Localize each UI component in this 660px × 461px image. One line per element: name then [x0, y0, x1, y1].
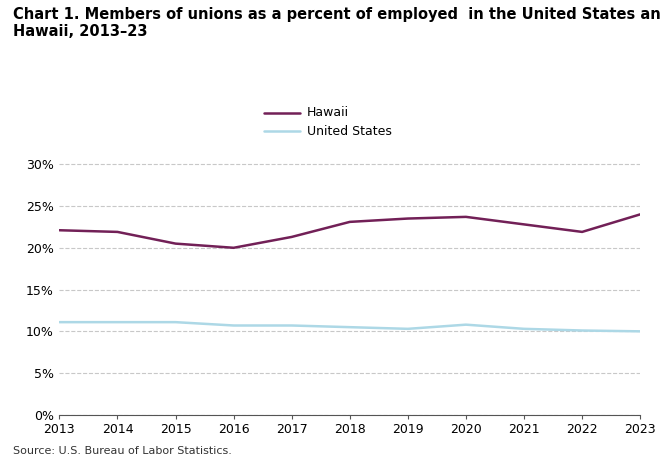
United States: [172, 319, 180, 325]
United States: [288, 323, 296, 328]
Hawaii: [172, 241, 180, 246]
Text: Source: U.S. Bureau of Labor Statistics.: Source: U.S. Bureau of Labor Statistics.: [13, 446, 232, 456]
Hawaii: [230, 245, 238, 250]
United States: [55, 319, 63, 325]
Hawaii: [520, 222, 528, 227]
Text: Hawaii: Hawaii: [307, 106, 349, 119]
Line: United States: United States: [59, 322, 640, 331]
Text: United States: United States: [307, 125, 392, 138]
United States: [230, 323, 238, 328]
United States: [404, 326, 412, 331]
United States: [578, 328, 586, 333]
United States: [462, 322, 470, 327]
Hawaii: [55, 227, 63, 233]
Hawaii: [404, 216, 412, 221]
Hawaii: [578, 229, 586, 235]
Hawaii: [462, 214, 470, 219]
United States: [114, 319, 121, 325]
Text: Chart 1. Members of unions as a percent of employed  in the United States and
Ha: Chart 1. Members of unions as a percent …: [13, 7, 660, 39]
Line: Hawaii: Hawaii: [59, 214, 640, 248]
Hawaii: [114, 229, 121, 235]
Hawaii: [636, 212, 644, 217]
United States: [346, 325, 354, 330]
Hawaii: [288, 234, 296, 240]
United States: [520, 326, 528, 331]
United States: [636, 329, 644, 334]
Hawaii: [346, 219, 354, 225]
